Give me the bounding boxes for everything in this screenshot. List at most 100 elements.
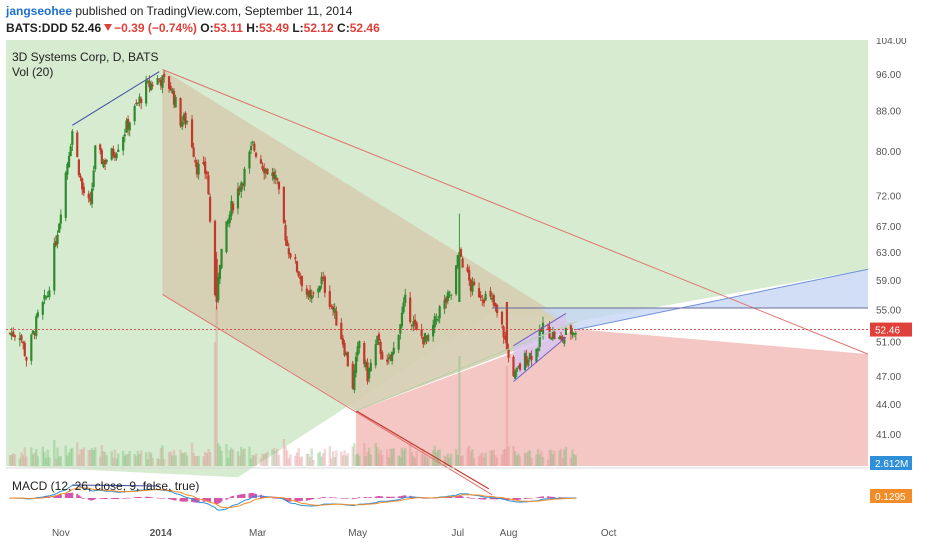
candle[interactable] bbox=[448, 290, 451, 298]
candle[interactable] bbox=[312, 291, 315, 298]
candle[interactable] bbox=[76, 130, 79, 158]
candle[interactable] bbox=[145, 75, 148, 107]
candle[interactable] bbox=[271, 167, 274, 181]
candle[interactable] bbox=[35, 313, 38, 340]
candle[interactable] bbox=[458, 213, 461, 302]
candle[interactable] bbox=[190, 115, 194, 149]
candle[interactable] bbox=[41, 300, 44, 320]
channel-top-line[interactable] bbox=[162, 69, 869, 355]
candle[interactable] bbox=[454, 265, 458, 296]
candle[interactable] bbox=[128, 121, 131, 137]
candle[interactable] bbox=[535, 348, 538, 364]
candle[interactable] bbox=[146, 78, 149, 84]
candle[interactable] bbox=[351, 360, 354, 390]
candle[interactable] bbox=[356, 341, 359, 362]
candle[interactable] bbox=[230, 195, 233, 221]
candle[interactable] bbox=[504, 331, 507, 344]
candle[interactable] bbox=[53, 237, 56, 295]
candle[interactable] bbox=[468, 265, 471, 286]
candle[interactable] bbox=[115, 151, 118, 161]
candle[interactable] bbox=[343, 339, 346, 357]
candle[interactable] bbox=[354, 352, 358, 378]
candle[interactable] bbox=[341, 334, 345, 348]
candle[interactable] bbox=[172, 88, 176, 109]
candle[interactable] bbox=[64, 171, 67, 222]
candle[interactable] bbox=[389, 354, 392, 362]
candle[interactable] bbox=[184, 111, 187, 129]
candle[interactable] bbox=[368, 367, 371, 383]
candle[interactable] bbox=[158, 78, 161, 83]
candle[interactable] bbox=[58, 222, 61, 233]
candle[interactable] bbox=[492, 293, 495, 309]
candle[interactable] bbox=[528, 352, 531, 362]
candle[interactable] bbox=[213, 219, 217, 297]
candle[interactable] bbox=[374, 339, 377, 369]
candle[interactable] bbox=[491, 292, 494, 303]
candle[interactable] bbox=[335, 306, 338, 326]
candle[interactable] bbox=[100, 148, 103, 165]
candle[interactable] bbox=[399, 324, 402, 340]
candle[interactable] bbox=[277, 181, 281, 195]
macd-legend[interactable]: MACD (12, 26, close, 9, false, true) bbox=[12, 479, 200, 493]
candle[interactable] bbox=[167, 75, 171, 93]
candle[interactable] bbox=[420, 323, 423, 340]
candle[interactable] bbox=[112, 145, 115, 159]
candle[interactable] bbox=[110, 147, 113, 161]
candle[interactable] bbox=[379, 339, 382, 360]
candle[interactable] bbox=[79, 173, 82, 182]
candle[interactable] bbox=[46, 291, 49, 298]
candle[interactable] bbox=[67, 152, 71, 168]
candle[interactable] bbox=[402, 297, 405, 314]
candle[interactable] bbox=[228, 210, 231, 228]
candle[interactable] bbox=[377, 331, 381, 346]
candle[interactable] bbox=[461, 256, 464, 268]
candle[interactable] bbox=[558, 335, 561, 340]
candle[interactable] bbox=[320, 272, 323, 289]
candle[interactable] bbox=[284, 219, 287, 246]
candle[interactable] bbox=[573, 332, 576, 338]
candle[interactable] bbox=[287, 243, 290, 259]
candle[interactable] bbox=[56, 230, 59, 249]
candle[interactable] bbox=[264, 167, 267, 179]
candle[interactable] bbox=[133, 104, 136, 126]
rally-trend-line[interactable] bbox=[72, 71, 160, 126]
candle[interactable] bbox=[99, 143, 102, 155]
candle[interactable] bbox=[505, 301, 509, 350]
candle[interactable] bbox=[272, 168, 276, 184]
candle[interactable] bbox=[136, 101, 140, 106]
candle[interactable] bbox=[381, 350, 384, 360]
candle[interactable] bbox=[438, 304, 441, 324]
candle[interactable] bbox=[515, 367, 518, 378]
candle[interactable] bbox=[202, 156, 205, 166]
candle[interactable] bbox=[477, 282, 481, 298]
candle[interactable] bbox=[518, 362, 522, 372]
candle[interactable] bbox=[494, 302, 497, 312]
candle[interactable] bbox=[564, 327, 568, 336]
candle[interactable] bbox=[323, 274, 326, 298]
candle[interactable] bbox=[89, 191, 92, 206]
candle[interactable] bbox=[300, 275, 304, 292]
candle[interactable] bbox=[400, 306, 404, 329]
candle[interactable] bbox=[263, 163, 266, 180]
candle[interactable] bbox=[8, 332, 12, 335]
candle[interactable] bbox=[423, 332, 427, 346]
candle[interactable] bbox=[122, 135, 125, 156]
candle[interactable] bbox=[59, 209, 62, 230]
candle[interactable] bbox=[346, 351, 349, 367]
candle[interactable] bbox=[502, 324, 505, 344]
candle[interactable] bbox=[484, 290, 487, 302]
candle[interactable] bbox=[276, 177, 279, 185]
candle[interactable] bbox=[225, 221, 228, 254]
candle[interactable] bbox=[248, 149, 251, 174]
candle[interactable] bbox=[422, 336, 425, 348]
candle[interactable] bbox=[479, 291, 482, 301]
candle[interactable] bbox=[92, 165, 95, 191]
rising-support-line[interactable] bbox=[355, 320, 578, 412]
candle[interactable] bbox=[495, 303, 499, 318]
candle[interactable] bbox=[427, 333, 430, 343]
candle[interactable] bbox=[135, 99, 138, 106]
candle[interactable] bbox=[473, 278, 476, 286]
candle[interactable] bbox=[159, 76, 162, 91]
channel-bottom-line[interactable] bbox=[162, 294, 493, 496]
candle[interactable] bbox=[295, 260, 299, 273]
